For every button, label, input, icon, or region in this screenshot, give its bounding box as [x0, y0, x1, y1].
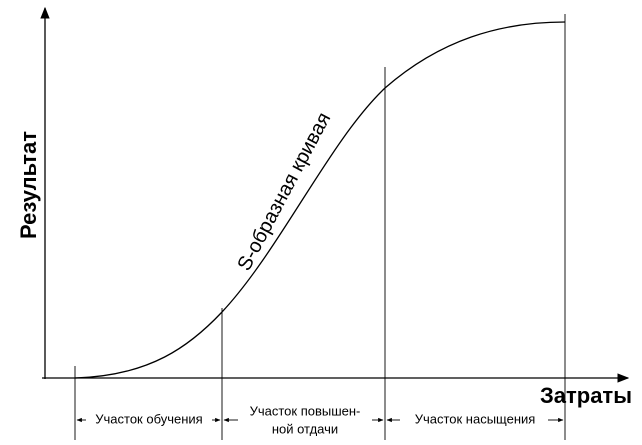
y-axis-label: Результат: [16, 131, 41, 239]
x-axis-label: Затраты: [540, 383, 632, 408]
segment-label: ной отдачи: [272, 421, 338, 436]
segment-label: Участок обучения: [95, 411, 202, 426]
s-curve: [74, 21, 566, 379]
segment-label: Участок насыщения: [415, 411, 536, 426]
curve-label: S-образная кривая: [233, 109, 335, 274]
segment-label: Участок повышен-: [250, 403, 361, 418]
